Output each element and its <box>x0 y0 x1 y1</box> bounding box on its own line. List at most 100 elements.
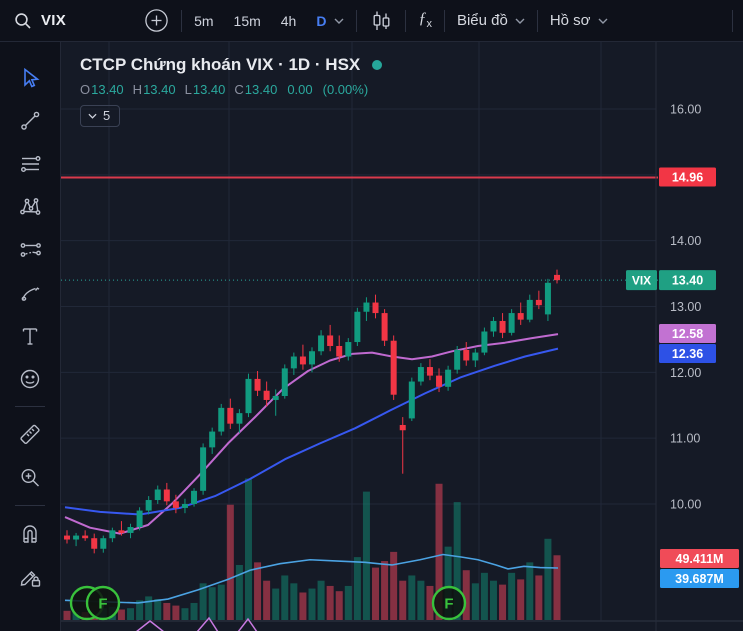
toolbar-separator <box>732 9 733 32</box>
market-status-dot <box>372 60 383 70</box>
svg-text:39.687M: 39.687M <box>675 572 724 586</box>
svg-text:49.411M: 49.411M <box>676 552 724 566</box>
zoom-in-icon <box>21 468 39 486</box>
chevron-down-icon <box>88 113 97 119</box>
symbol-search[interactable]: VIX <box>14 12 66 30</box>
chart-style-button[interactable] <box>369 9 393 33</box>
toolbar-separator <box>536 9 538 32</box>
ma-slow-badge: 12.36 <box>659 344 716 363</box>
event-marker-f[interactable]: F <box>431 585 467 621</box>
top-toolbar: VIX 5m 15m 4h D ƒx Biểu đồ Hồ sơ <box>0 0 743 42</box>
magnet-icon <box>23 524 37 543</box>
svg-text:12.58: 12.58 <box>672 327 703 341</box>
ohlc-close-value: 13.40 <box>244 82 278 97</box>
ma-fast-badge: 12.58 <box>659 324 716 343</box>
tool-ruler[interactable] <box>10 413 50 456</box>
symbol-title[interactable]: CTCP Chứng khoán VIX · 1D · HSX <box>80 55 361 74</box>
tool-emoji[interactable] <box>10 357 50 400</box>
axis-price-label: 16.00 <box>670 103 701 117</box>
tool-magnet[interactable] <box>10 512 50 555</box>
chevron-down-icon <box>598 18 608 24</box>
cursor-icon <box>24 67 40 88</box>
bottom-indicator-line <box>136 616 258 631</box>
ohlc-open-value: 13.40 <box>91 82 124 97</box>
interval-15m[interactable]: 15m <box>233 12 261 29</box>
tool-trend-line[interactable] <box>10 99 50 142</box>
interval-4h[interactable]: 4h <box>280 12 297 29</box>
ohlc-low-value: 13.40 <box>192 82 226 97</box>
last-price-badge: 13.40 <box>659 270 716 291</box>
event-marker-f[interactable]: F <box>85 585 121 621</box>
chart-legend: CTCP Chứng khoán VIX · 1D · HSX O 13.40 H… <box>80 55 383 127</box>
axis-price-label: 13.00 <box>670 300 701 314</box>
interval-1d[interactable]: D <box>316 12 327 29</box>
indicators-count: 5 <box>103 108 111 123</box>
svg-text:14.96: 14.96 <box>672 170 703 184</box>
drawing-toolbar <box>0 42 61 631</box>
interval-dropdown-chevron-icon[interactable] <box>334 18 344 24</box>
menu-chart-label: Biểu đồ <box>456 12 508 29</box>
indicators-collapse-button[interactable]: 5 <box>80 105 121 127</box>
menu-chart[interactable]: Biểu đồ <box>457 12 525 29</box>
tool-horizontal-lines[interactable] <box>10 142 50 185</box>
svg-text:12.36: 12.36 <box>672 347 703 361</box>
grid <box>61 42 656 621</box>
price-chart[interactable]: F F 16.00 14.00 13.00 12.00 11.00 10.00 14.96 VIX… <box>61 42 743 631</box>
volume-ma-badge: 39.687M <box>660 569 739 588</box>
svg-text:13.40: 13.40 <box>672 273 703 287</box>
tool-xabcd-pattern[interactable] <box>10 185 50 228</box>
sidebar-divider <box>15 505 45 506</box>
tool-projection[interactable] <box>10 228 50 271</box>
symbol-name: VIX <box>41 12 67 29</box>
ohlc-high-value: 13.40 <box>143 82 176 97</box>
compare-add-button[interactable] <box>144 8 169 33</box>
toolbar-separator <box>356 9 358 32</box>
interval-group: 5m 15m 4h D <box>194 13 326 29</box>
tool-text[interactable] <box>10 314 50 357</box>
axis-price-label: 10.00 <box>670 497 701 511</box>
svg-text:F: F <box>98 596 107 613</box>
sidebar-divider <box>15 406 45 407</box>
change-value: 0.00 <box>287 82 313 97</box>
candles <box>64 269 560 554</box>
price-axis[interactable]: 16.00 14.00 13.00 12.00 11.00 10.00 <box>655 42 701 631</box>
ma-slow-line <box>64 347 559 516</box>
tool-zoom-in[interactable] <box>10 456 50 499</box>
emoji-icon <box>20 369 40 388</box>
volume-bars <box>63 478 561 620</box>
axis-price-label: 11.00 <box>670 432 700 446</box>
indicators-fx-button[interactable]: ƒx <box>418 10 432 31</box>
projection-icon <box>20 242 41 257</box>
svg-text:VIX: VIX <box>632 273 651 287</box>
toolbar-separator <box>181 9 183 32</box>
ohlc-row: O 13.40 H 13.40 L 13.40 C 13.40 0.00 (0.00%) <box>80 82 382 97</box>
tool-cursor[interactable] <box>10 56 50 99</box>
brush-icon <box>21 286 40 301</box>
change-percent: (0.00%) <box>322 82 369 97</box>
ohlc-close-label: C <box>234 82 244 97</box>
toolbar-separator <box>405 9 407 32</box>
ohlc-open-label: O <box>80 82 91 97</box>
tool-draw-lock[interactable] <box>10 555 50 598</box>
axis-price-label: 12.00 <box>670 366 701 380</box>
chevron-down-icon <box>515 18 525 24</box>
chart-canvas[interactable]: F F 16.00 14.00 13.00 12.00 11.00 10.00 14.96 VIX… <box>61 42 743 631</box>
tool-brush[interactable] <box>10 271 50 314</box>
pencil-lock-icon <box>20 570 41 587</box>
symbol-axis-badge: VIX <box>626 270 657 291</box>
xabcd-pattern-icon <box>20 197 41 215</box>
search-icon <box>14 12 32 30</box>
ohlc-low-label: L <box>184 82 192 97</box>
interval-5m[interactable]: 5m <box>194 12 214 29</box>
volume-value-badge: 49.411M <box>660 549 739 568</box>
svg-text:F: F <box>444 596 453 613</box>
menu-profile-label: Hồ sơ <box>549 12 591 29</box>
axis-price-label: 14.00 <box>670 234 701 248</box>
ohlc-high-label: H <box>132 82 143 97</box>
ruler-icon <box>20 424 40 444</box>
alert-price-badge: 14.96 <box>659 167 716 187</box>
horizontal-lines-icon <box>21 155 41 172</box>
toolbar-separator <box>443 9 445 32</box>
text-icon <box>22 327 38 345</box>
menu-profile[interactable]: Hồ sơ <box>550 12 608 29</box>
